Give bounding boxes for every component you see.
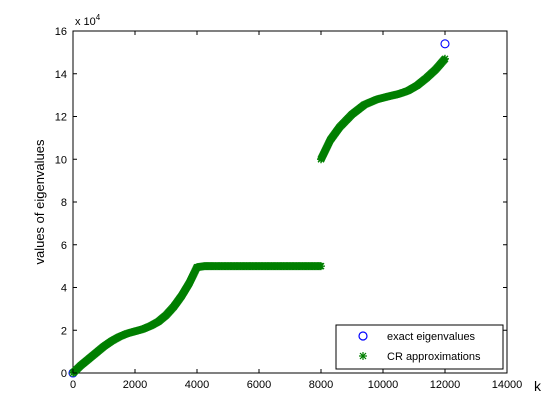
y-tick-label: 10 (55, 154, 67, 166)
y-tick-label: 0 (61, 368, 67, 380)
y-tick-label: 14 (55, 69, 67, 81)
x-tick-label: 8000 (309, 379, 333, 391)
legend-marker-exact (358, 331, 368, 341)
y-tick-label: 12 (55, 112, 67, 124)
legend-label-cr: CR approximations (387, 351, 481, 363)
x-tick-label: 2000 (123, 379, 147, 391)
y-tick-label: 16 (55, 26, 67, 38)
x-tick-label: 12000 (430, 379, 461, 391)
plot-area (72, 30, 508, 374)
y-tick-label: 6 (61, 240, 67, 252)
y-tick-label: 2 (61, 325, 67, 337)
x-tick-label: 0 (70, 379, 76, 391)
cr-approximation-marker (441, 54, 449, 63)
y-tick-label: 8 (61, 197, 67, 209)
x-tick-label: 14000 (492, 379, 523, 391)
y-axis-exponent: 4 (96, 13, 101, 22)
series-layer (68, 39, 450, 378)
exact-eigenvalue-marker (440, 39, 450, 49)
y-axis-label: values of eigenvalues (32, 139, 47, 265)
legend-marker-cr (359, 352, 367, 360)
x-tick-label: 10000 (368, 379, 399, 391)
series-cr-approximations (69, 54, 449, 377)
legend-label-exact: exact eigenvalues (387, 331, 476, 343)
x-tick-label: 6000 (247, 379, 271, 391)
legend: exact eigenvalues CR approximations (335, 324, 504, 370)
y-axis-multiplier: x 104 (75, 13, 101, 28)
cr-approximation-marker (317, 262, 325, 271)
ticks-layer: 0 2000 4000 6000 8000 10000 12000 14000 0 2 4 6 8 10 1… (55, 26, 523, 391)
y-tick-label: 4 (61, 283, 67, 295)
x-tick-label: 4000 (185, 379, 209, 391)
x-axis-label: k (534, 378, 542, 394)
